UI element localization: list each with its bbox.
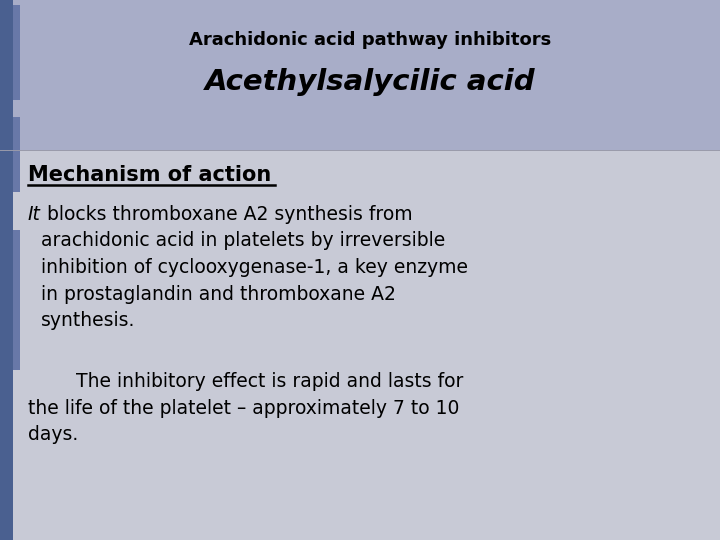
- Text: The inhibitory effect is rapid and lasts for
the life of the platelet – approxim: The inhibitory effect is rapid and lasts…: [28, 372, 464, 444]
- Bar: [13, 230, 20, 370]
- Bar: [13, 5, 20, 100]
- Bar: [0, 150, 720, 540]
- Text: It: It: [28, 205, 41, 224]
- Bar: [13, 117, 20, 192]
- Text: Arachidonic acid pathway inhibitors: Arachidonic acid pathway inhibitors: [189, 31, 551, 49]
- Text: Acethylsalycilic acid: Acethylsalycilic acid: [204, 68, 535, 96]
- Text: blocks thromboxane A2 synthesis from
arachidonic acid in platelets by irreversib: blocks thromboxane A2 synthesis from ara…: [41, 205, 468, 330]
- Bar: [0, 0, 13, 540]
- Text: Mechanism of action: Mechanism of action: [28, 165, 279, 185]
